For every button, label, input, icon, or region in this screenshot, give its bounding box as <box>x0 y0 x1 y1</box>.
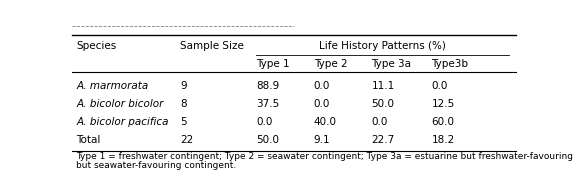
Text: 9: 9 <box>180 80 187 91</box>
Text: 0.0: 0.0 <box>313 99 330 109</box>
Text: Life History Patterns (%): Life History Patterns (%) <box>319 41 446 52</box>
Text: 11.1: 11.1 <box>371 80 395 91</box>
Text: 0.0: 0.0 <box>431 80 448 91</box>
Text: Sample Size: Sample Size <box>180 41 244 52</box>
Text: 9.1: 9.1 <box>313 135 330 145</box>
Text: 88.9: 88.9 <box>256 80 279 91</box>
Text: 50.0: 50.0 <box>371 99 394 109</box>
Text: 37.5: 37.5 <box>256 99 279 109</box>
Text: A. bicolor bicolor: A. bicolor bicolor <box>76 99 163 109</box>
Text: Species: Species <box>76 41 116 52</box>
Text: Type3b: Type3b <box>431 59 468 69</box>
Text: 12.5: 12.5 <box>431 99 454 109</box>
Text: Type 3a: Type 3a <box>371 59 411 69</box>
Text: 18.2: 18.2 <box>431 135 454 145</box>
Text: Type 1: Type 1 <box>256 59 289 69</box>
Text: Type 1 = freshwater contingent; Type 2 = seawater contingent; Type 3a = estuarin: Type 1 = freshwater contingent; Type 2 =… <box>76 152 573 161</box>
Text: A. bicolor pacifica: A. bicolor pacifica <box>76 117 168 127</box>
Text: 50.0: 50.0 <box>256 135 279 145</box>
Text: 0.0: 0.0 <box>256 117 272 127</box>
Text: Total: Total <box>76 135 100 145</box>
Text: 5: 5 <box>180 117 187 127</box>
Text: 40.0: 40.0 <box>313 117 337 127</box>
Text: 60.0: 60.0 <box>431 117 454 127</box>
Text: A. marmorata: A. marmorata <box>76 80 148 91</box>
Text: but seawater-favouring contingent.: but seawater-favouring contingent. <box>76 161 236 170</box>
Text: 0.0: 0.0 <box>371 117 388 127</box>
Text: 8: 8 <box>180 99 187 109</box>
Text: 22.7: 22.7 <box>371 135 395 145</box>
Text: 0.0: 0.0 <box>313 80 330 91</box>
Text: 22: 22 <box>180 135 194 145</box>
Text: Type 2: Type 2 <box>313 59 347 69</box>
